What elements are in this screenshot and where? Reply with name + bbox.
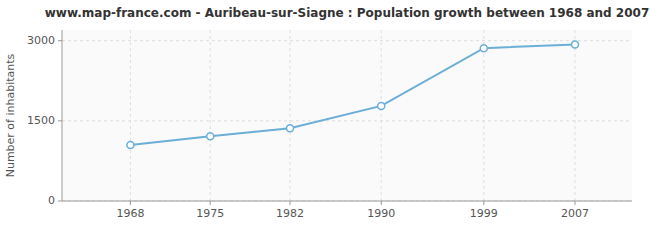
title: www.map-france.com - Auribeau-sur-Siagne… [45,6,650,20]
tick-label-x: 1982 [276,207,304,220]
grid-line-y [62,201,632,202]
grid-line-x [575,30,576,201]
ticks: 0 1500 3000 1968 1975 1982 1990 1999 2007 [27,34,589,220]
series [127,41,579,148]
tick-mark-x [381,201,382,205]
chart-container: 0 1500 3000 1968 1975 1982 1990 1999 2007 www.map… [0,0,650,229]
tick-mark-x [483,201,484,205]
grid-line-y [62,120,632,121]
chart: 0 1500 3000 1968 1975 1982 1990 1999 2007 www.map… [0,0,650,229]
grid-line-x [210,30,211,201]
tick-label-x: 1990 [367,207,395,220]
grid-line-x [381,30,382,201]
grid [62,30,632,201]
grid-line-y [62,40,632,41]
grid-line-x [130,30,131,201]
y-axis-label: Number of inhabitants [4,53,17,177]
marker [127,141,134,148]
tick-label-x: 1999 [470,207,498,220]
grid-line-x [483,30,484,201]
tick-label-x: 2007 [561,207,589,220]
tick-label-y: 0 [48,194,55,207]
marker [480,45,487,52]
line [130,44,575,144]
tick-label-y: 3000 [27,34,55,47]
tick-label-x: 1975 [196,207,224,220]
tick-mark-y [58,120,62,121]
tick-label-y: 1500 [27,114,55,127]
tick-mark-x [210,201,211,205]
plot-area [62,30,632,201]
marker [572,41,579,48]
x-axis-line [62,201,632,202]
marker [207,133,214,140]
tick-mark-x [130,201,131,205]
marker [287,125,294,132]
tick-mark-x [575,201,576,205]
grid-line-x [290,30,291,201]
y-axis-line [62,30,63,201]
tick-mark-y [58,201,62,202]
marker [378,102,385,109]
tick-mark-y [58,40,62,41]
tick-mark-x [290,201,291,205]
tick-label-x: 1968 [116,207,144,220]
